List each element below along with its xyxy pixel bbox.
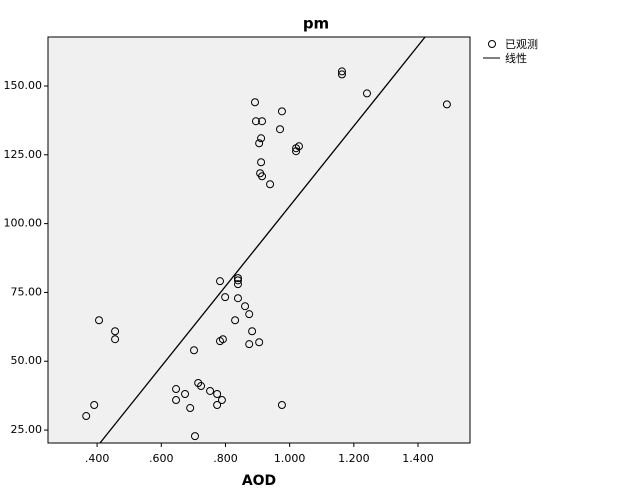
data-point (245, 310, 254, 319)
data-point (181, 390, 190, 399)
data-point (172, 396, 181, 405)
legend-label: 线性 (505, 51, 527, 65)
data-point (277, 107, 286, 116)
y-tick-label: 25.00 (11, 423, 43, 436)
x-axis-label: AOD (242, 473, 276, 489)
data-point (277, 401, 286, 410)
legend-label: 已观测 (505, 38, 538, 51)
data-point (255, 139, 264, 148)
data-point (233, 276, 242, 285)
x-tick-label: .800 (213, 452, 238, 465)
y-tick-label: 100.00 (4, 217, 43, 230)
data-point (221, 293, 230, 302)
data-point (111, 327, 120, 336)
data-point (186, 404, 195, 413)
data-point (90, 401, 99, 410)
data-point (248, 327, 257, 336)
data-point (233, 280, 242, 289)
chart-title: pm (303, 15, 329, 33)
data-point (233, 294, 242, 303)
fit-line (99, 37, 426, 443)
data-point (111, 335, 120, 344)
data-point (257, 134, 266, 143)
y-tick-label: 125.00 (4, 148, 43, 161)
legend-marker (488, 40, 496, 48)
data-point (337, 70, 346, 79)
data-point (255, 338, 264, 347)
data-point (217, 396, 226, 405)
data-point (276, 125, 285, 134)
data-point (82, 412, 91, 421)
data-point (241, 302, 250, 311)
y-tick-label: 150.00 (4, 79, 43, 92)
data-point (213, 390, 222, 399)
data-point (258, 172, 267, 181)
data-point (216, 277, 225, 286)
data-point (190, 346, 199, 355)
data-point (266, 180, 275, 189)
y-tick-label: 50.00 (11, 354, 43, 367)
data-point (172, 385, 181, 394)
x-tick-label: .400 (85, 452, 110, 465)
data-point (213, 401, 222, 410)
x-tick-label: 1.400 (402, 452, 434, 465)
data-point (233, 274, 242, 283)
x-tick-label: 1.000 (274, 452, 306, 465)
data-point (257, 158, 266, 167)
x-tick-label: .600 (149, 452, 174, 465)
data-point (95, 316, 104, 325)
data-point (245, 340, 254, 349)
data-point (362, 89, 371, 98)
data-point (258, 117, 267, 126)
data-point (218, 335, 227, 344)
y-tick-label: 75.00 (11, 285, 43, 298)
data-point (197, 382, 206, 391)
data-point (190, 432, 199, 441)
x-tick-label: 1.200 (338, 452, 370, 465)
data-point (251, 117, 260, 126)
data-point (337, 67, 346, 76)
data-point (206, 386, 215, 395)
data-point (442, 100, 451, 109)
plot-area (47, 36, 471, 444)
data-point (294, 142, 303, 151)
data-point (231, 316, 240, 325)
data-point (250, 98, 259, 107)
